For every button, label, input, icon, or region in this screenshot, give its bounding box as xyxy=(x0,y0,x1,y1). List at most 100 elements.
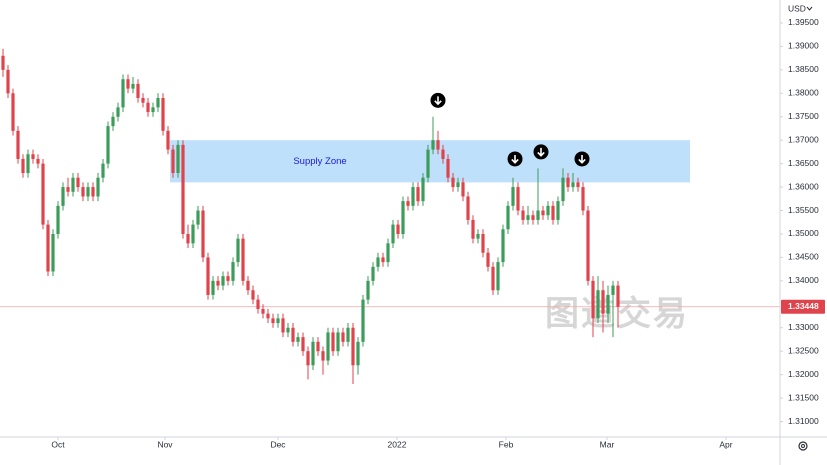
x-tick-label: Feb xyxy=(499,439,514,449)
zone-label: Supply Zone xyxy=(293,156,346,167)
settings-gear-center[interactable] xyxy=(801,444,805,448)
candle-body xyxy=(126,79,130,89)
candle-body xyxy=(606,294,610,314)
settings-icon[interactable] xyxy=(798,441,808,451)
candle-body xyxy=(361,299,365,342)
candle-body xyxy=(56,205,60,234)
candle-body xyxy=(191,224,195,244)
candle-body xyxy=(461,182,465,197)
x-tick-label: Oct xyxy=(51,439,65,449)
candle-body xyxy=(246,280,250,291)
candle-body xyxy=(431,140,435,150)
candle-body xyxy=(336,332,340,352)
candle-body xyxy=(61,187,65,206)
candle-body xyxy=(141,97,145,103)
candle-body xyxy=(301,337,305,352)
down-arrow xyxy=(507,151,523,167)
candle-body xyxy=(581,187,585,211)
candle-body xyxy=(281,318,285,333)
y-tick-label: 1.34500 xyxy=(788,252,819,262)
candle-body xyxy=(556,201,560,220)
arrow-glyph xyxy=(511,154,519,164)
y-tick-label: 1.34000 xyxy=(788,275,819,285)
candle-body xyxy=(371,266,375,281)
candle-body xyxy=(211,280,215,295)
candle-body xyxy=(436,140,440,150)
candle-body xyxy=(41,163,45,225)
candle-body xyxy=(181,144,185,234)
candle-body xyxy=(316,341,320,352)
candle-body xyxy=(71,177,75,192)
candle-body xyxy=(251,290,255,300)
candle-body xyxy=(351,327,355,366)
y-tick-label: 1.37000 xyxy=(788,134,819,144)
candle-body xyxy=(331,332,335,352)
candle-body xyxy=(91,187,95,197)
candle-body xyxy=(516,187,520,211)
x-tick-label: Apr xyxy=(719,439,732,449)
x-tick-label: Dec xyxy=(270,439,286,449)
candle-body xyxy=(521,210,525,220)
candle-body xyxy=(236,238,240,263)
candle-body xyxy=(566,177,570,188)
supply-zone xyxy=(170,140,690,183)
plot-area: 图道交易 Supply Zone xyxy=(0,48,780,385)
candle-body xyxy=(46,224,50,272)
currency-dropdown-icon[interactable] xyxy=(806,6,813,11)
candle-body xyxy=(96,177,100,197)
candle-body xyxy=(491,266,495,291)
y-tick-label: 1.36000 xyxy=(788,181,819,191)
candle-body xyxy=(136,83,140,98)
down-arrow xyxy=(430,92,446,108)
candle-body xyxy=(416,187,420,202)
y-tick-label: 1.31500 xyxy=(788,392,819,402)
candle-body xyxy=(166,130,170,150)
candle-body xyxy=(596,290,600,319)
candle-body xyxy=(391,224,395,244)
candle-body xyxy=(1,55,5,70)
y-tick-label: 1.38500 xyxy=(788,64,819,74)
y-tick-label: 1.38000 xyxy=(788,88,819,98)
candle-body xyxy=(16,130,20,159)
x-tick-label: Mar xyxy=(600,439,615,449)
candle-body xyxy=(216,280,220,286)
candle-body xyxy=(396,224,400,234)
candle-body xyxy=(411,187,415,206)
candle-body xyxy=(101,163,105,178)
y-tick-label: 1.35500 xyxy=(788,205,819,215)
currency-label[interactable]: USD xyxy=(788,3,806,13)
y-tick-label: 1.33000 xyxy=(788,322,819,332)
last-price-label: 1.33448 xyxy=(788,301,819,311)
candle-body xyxy=(111,116,115,127)
candle-body xyxy=(196,210,200,225)
candle-body xyxy=(26,154,30,174)
settings-gear[interactable] xyxy=(798,441,808,451)
candle-body xyxy=(231,262,235,281)
candle-body xyxy=(531,215,535,220)
candle-body xyxy=(256,299,260,309)
candle-body xyxy=(386,243,390,263)
candle-body xyxy=(526,215,530,220)
candle-body xyxy=(451,177,455,188)
candle-body xyxy=(226,276,230,281)
candle-body xyxy=(616,285,620,307)
candle-body xyxy=(586,210,590,281)
candle-body xyxy=(106,126,110,164)
candle-body xyxy=(571,182,575,188)
candle-body xyxy=(36,158,40,164)
candle-body xyxy=(561,177,565,202)
candle-body xyxy=(176,144,180,174)
candle-body xyxy=(356,341,360,366)
y-tick-label: 1.39500 xyxy=(788,17,819,27)
down-arrow xyxy=(574,151,590,167)
candle-body xyxy=(271,318,275,324)
candle-body xyxy=(206,257,210,295)
candle-body xyxy=(51,233,55,272)
candle-body xyxy=(471,219,475,239)
candle-body xyxy=(131,83,135,89)
candle-body xyxy=(466,196,470,220)
candle-body xyxy=(261,308,265,314)
last-price-tag xyxy=(781,299,825,314)
candle-body xyxy=(346,327,350,342)
